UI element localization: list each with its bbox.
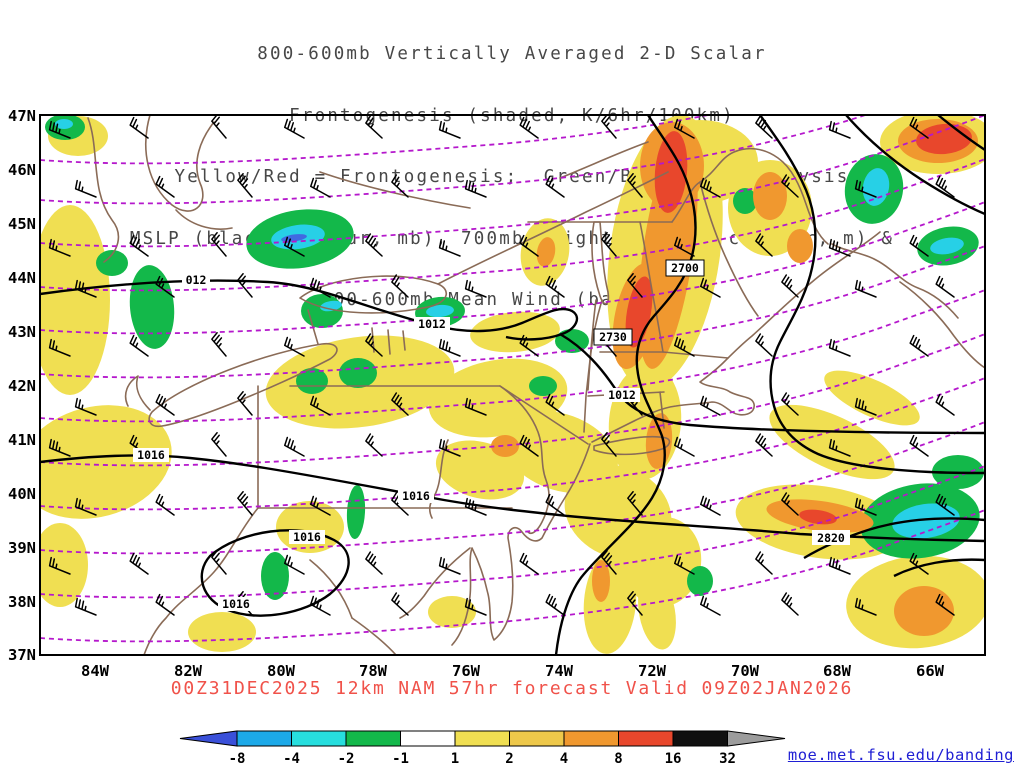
svg-text:70W: 70W <box>731 662 760 680</box>
svg-text:1016: 1016 <box>293 530 321 544</box>
svg-text:37N: 37N <box>8 646 36 664</box>
map-frame <box>39 114 986 656</box>
colorbar-segment <box>400 730 456 747</box>
colorbar-segment <box>672 730 728 747</box>
contour-label: 1012 <box>604 388 640 402</box>
colorbar: -8 -4 -2 -1 1 2 4 8 16 32 <box>179 730 786 767</box>
svg-text:40N: 40N <box>8 485 36 503</box>
svg-text:66W: 66W <box>916 662 945 680</box>
svg-text:47N: 47N <box>8 107 36 125</box>
svg-text:2730: 2730 <box>599 330 627 344</box>
contour-label: 2820 <box>812 530 850 545</box>
contour-label: 1016 <box>218 597 254 611</box>
svg-text:68W: 68W <box>823 662 852 680</box>
svg-text:-1: -1 <box>392 751 409 767</box>
svg-text:80W: 80W <box>267 662 296 680</box>
colorbar-segment <box>563 730 619 747</box>
colorbar-segment <box>454 730 510 747</box>
svg-text:8: 8 <box>614 751 622 767</box>
svg-text:2820: 2820 <box>817 531 845 545</box>
svg-text:16: 16 <box>665 751 682 767</box>
contour-label: 1016 <box>398 489 434 503</box>
svg-text:44N: 44N <box>8 269 36 287</box>
svg-text:45N: 45N <box>8 215 36 233</box>
svg-text:46N: 46N <box>8 161 36 179</box>
svg-text:42N: 42N <box>8 377 36 395</box>
colorbar-segment <box>345 730 401 747</box>
title-line-1: 800-600mb Vertically Averaged 2-D Scalar <box>257 44 767 64</box>
colorbar-segment <box>291 730 347 747</box>
contour-label: 012 <box>182 273 210 287</box>
contour-label: 2730 <box>593 328 633 346</box>
longitude-axis-labels: 84W 82W 80W 78W 76W 74W 72W 70W 68W 66W <box>81 662 945 680</box>
colorbar-segment <box>618 730 674 747</box>
svg-text:-4: -4 <box>283 751 300 767</box>
contour-label: 1012 <box>414 317 450 331</box>
svg-text:2: 2 <box>505 751 513 767</box>
credit-link[interactable]: moe.met.fsu.edu/banding <box>787 746 1014 764</box>
svg-text:1016: 1016 <box>402 489 430 503</box>
svg-text:1016: 1016 <box>222 597 250 611</box>
forecast-validity-text: 00Z31DEC2025 12km NAM 57hr forecast Vali… <box>170 678 854 699</box>
svg-text:43N: 43N <box>8 323 36 341</box>
colorbar-segment <box>509 730 565 747</box>
geography-borders-layer <box>87 115 985 655</box>
latitude-axis-labels: 47N 46N 45N 44N 43N 42N 41N 40N 39N 38N … <box>8 107 36 664</box>
svg-text:82W: 82W <box>174 662 203 680</box>
svg-text:4: 4 <box>560 751 568 767</box>
svg-text:74W: 74W <box>545 662 574 680</box>
svg-text:72W: 72W <box>638 662 667 680</box>
svg-text:1016: 1016 <box>137 448 165 462</box>
colorbar-tick-labels: -8 -4 -2 -1 1 2 4 8 16 32 <box>229 751 736 767</box>
colorbar-segment <box>236 730 292 747</box>
svg-text:1012: 1012 <box>608 388 636 402</box>
svg-text:1: 1 <box>451 751 459 767</box>
svg-text:32: 32 <box>719 751 736 767</box>
svg-text:41N: 41N <box>8 431 36 449</box>
svg-text:78W: 78W <box>359 662 388 680</box>
svg-text:76W: 76W <box>452 662 481 680</box>
svg-text:39N: 39N <box>8 539 36 557</box>
frontogenesis-shading-layer <box>40 115 985 654</box>
contour-label: 2700 <box>665 259 705 277</box>
svg-text:-8: -8 <box>229 751 246 767</box>
svg-text:1012: 1012 <box>418 317 446 331</box>
contour-label: 1016 <box>133 448 169 462</box>
colorbar-underflow-arrow <box>179 730 238 747</box>
contour-label: 1016 <box>289 530 325 544</box>
svg-text:-2: -2 <box>338 751 355 767</box>
svg-text:38N: 38N <box>8 593 36 611</box>
colorbar-overflow-arrow <box>727 730 786 747</box>
svg-text:2700: 2700 <box>671 261 699 275</box>
mslp-contours-layer <box>40 115 985 655</box>
contour-labels: 012 1012 1012 1016 1016 1016 1016 2700 2… <box>133 259 850 611</box>
svg-text:012: 012 <box>186 273 207 287</box>
svg-text:84W: 84W <box>81 662 110 680</box>
